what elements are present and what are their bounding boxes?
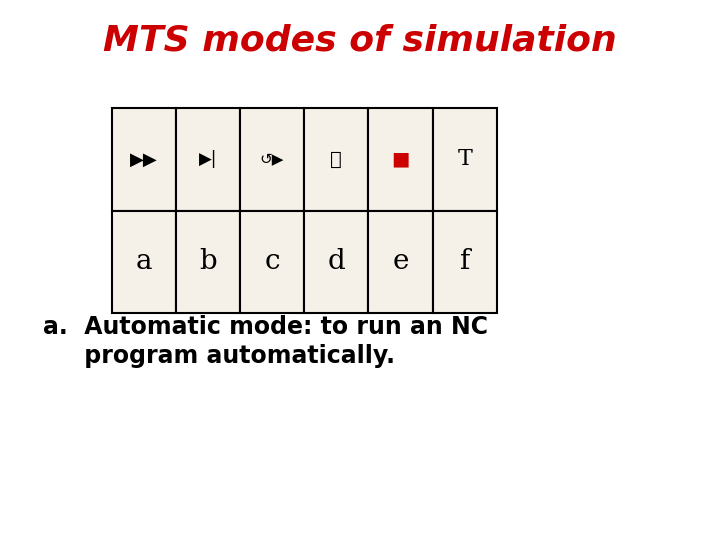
Text: ■: ■ — [391, 150, 410, 169]
Text: d: d — [328, 248, 345, 275]
Text: a: a — [135, 248, 152, 275]
Bar — [369, 108, 433, 211]
Bar — [112, 211, 176, 313]
Bar — [304, 108, 369, 211]
Text: ▶|: ▶| — [199, 150, 217, 168]
Bar — [176, 211, 240, 313]
Text: T: T — [457, 148, 472, 170]
Text: f: f — [459, 248, 470, 275]
Text: a.  Automatic mode: to run an NC: a. Automatic mode: to run an NC — [43, 315, 488, 339]
Bar — [433, 108, 497, 211]
Bar — [369, 211, 433, 313]
Bar — [240, 108, 305, 211]
Text: ▶▶: ▶▶ — [130, 150, 158, 168]
Bar — [304, 211, 369, 313]
Bar — [112, 108, 176, 211]
Bar — [176, 108, 240, 211]
Text: ↺▶: ↺▶ — [260, 152, 284, 167]
Text: e: e — [392, 248, 409, 275]
Text: program automatically.: program automatically. — [43, 345, 395, 368]
Text: ⏸: ⏸ — [330, 150, 342, 169]
Text: b: b — [199, 248, 217, 275]
Bar — [433, 211, 497, 313]
Bar — [240, 211, 305, 313]
Text: c: c — [264, 248, 280, 275]
Text: MTS modes of simulation: MTS modes of simulation — [103, 24, 617, 57]
